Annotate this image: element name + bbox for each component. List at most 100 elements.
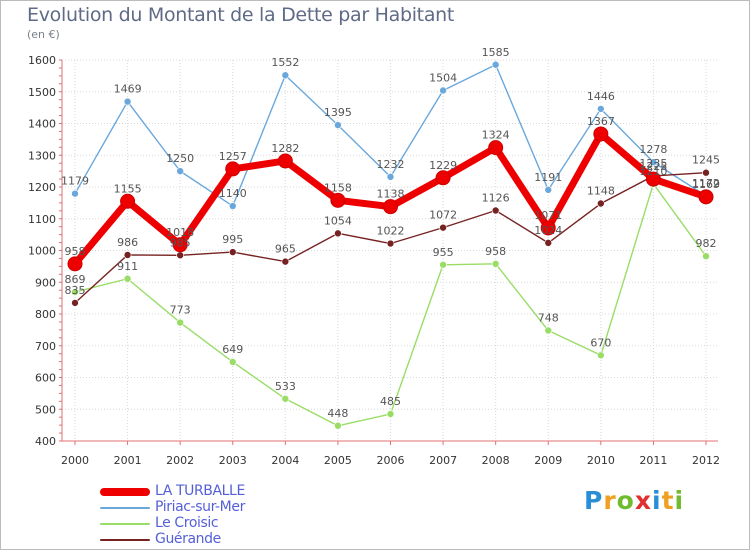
legend-swatch [100,507,150,509]
data-label: 1179 [61,175,89,188]
x-tick-label: 2011 [639,454,667,467]
data-point [334,421,342,430]
y-tick-label: 1200 [28,181,56,194]
x-tick-label: 2007 [429,454,457,467]
x-tick-label: 2002 [166,454,194,467]
data-point [123,274,132,283]
data-label: 1148 [587,185,615,198]
data-point [439,223,447,232]
axis-layer: 400 500 600 700 800 900 1000 1100 1200 1300 1400 15… [28,54,720,467]
data-point [649,158,658,167]
x-tick-label: 2000 [61,454,89,467]
y-tick-label: 1400 [28,118,56,131]
data-label: 835 [65,284,86,297]
data-point [176,251,184,260]
data-point [120,193,136,209]
data-point [67,256,83,272]
data-label: 1210 [639,165,667,178]
data-label: 1169 [692,178,720,191]
series-piriac-sur-mer [71,60,710,210]
data-label: 982 [696,237,717,250]
x-tick-label: 2008 [482,454,510,467]
y-tick-label: 700 [35,340,56,353]
data-label: 1257 [219,150,247,163]
legend-label: LA TURBALLE [155,483,245,499]
x-tick-label: 2006 [377,454,405,467]
data-label: 958 [485,245,506,258]
data-point [597,199,605,208]
data-point [439,86,447,95]
data-label: 1155 [114,182,142,195]
data-label: 649 [222,343,243,356]
grid-layer [62,59,718,442]
data-label: 1367 [587,115,615,128]
data-point [435,170,451,186]
x-tick-label: 2009 [534,454,562,467]
data-point [277,153,293,169]
data-label: 773 [170,304,191,317]
data-point [281,71,290,80]
chart-unit: (en €) [27,28,60,41]
data-point [71,288,79,296]
data-point [228,358,237,366]
data-point [702,168,710,177]
brand-logo: Proxiti [584,486,684,515]
data-label: 1191 [534,171,562,184]
data-label: 955 [433,246,454,259]
legend-label: Guérande [155,531,221,547]
data-label: 1469 [114,83,142,96]
brand-logo-letter: t [661,486,675,515]
data-label: 965 [275,243,296,256]
data-label: 1395 [324,106,352,119]
data-label: 1126 [482,191,510,204]
data-label: 1138 [377,188,405,201]
data-point [383,199,398,215]
y-tick-label: 600 [35,372,56,385]
data-label: 1235 [639,157,667,170]
data-point [71,299,79,307]
y-tick-label: 1100 [28,213,56,226]
data-label: 995 [222,233,243,246]
data-point [698,189,714,205]
brand-logo-letter: r [603,486,617,515]
data-label: 986 [117,236,138,249]
data-label: 1140 [219,187,247,200]
data-label: 1225 [639,160,667,173]
data-point [702,252,710,261]
x-tick-label: 2010 [587,454,615,467]
data-point [597,351,605,360]
data-point [593,126,609,142]
x-tick-label: 2003 [219,454,247,467]
data-point [123,251,132,259]
data-point [597,105,605,113]
data-label-layer: 958 1155 1018 1257 1282 1158 1138 1229 1324 1071 1… [61,46,720,420]
y-tick-label: 1300 [28,149,56,162]
brand-logo-letter: P [584,486,604,515]
data-point [386,239,395,248]
series-la-turballe [67,126,714,272]
brand-logo-letter: i [674,486,685,515]
data-label: 1054 [324,214,352,227]
data-point [225,161,241,177]
y-tick-label: 1500 [28,86,56,99]
brand-logo-letter: x [634,486,652,515]
data-point [281,394,290,403]
y-tick-label: 800 [35,308,56,321]
data-point [488,140,504,156]
chart-title: Evolution du Montant de la Dette par Hab… [27,4,455,26]
data-point [123,97,132,106]
data-label: 1072 [429,209,457,222]
brand-logo-letter: i [652,486,662,515]
data-label: 911 [117,260,138,273]
data-label: 1552 [271,56,299,69]
data-point [491,260,500,268]
data-point [176,167,184,175]
data-label: 1504 [429,71,457,84]
data-point [334,229,342,238]
data-point [544,186,553,194]
data-label: 869 [65,273,86,286]
data-label: 1324 [482,129,510,142]
data-label: 1071 [534,209,562,222]
legend-swatch [100,539,150,541]
legend-swatch [100,523,150,525]
